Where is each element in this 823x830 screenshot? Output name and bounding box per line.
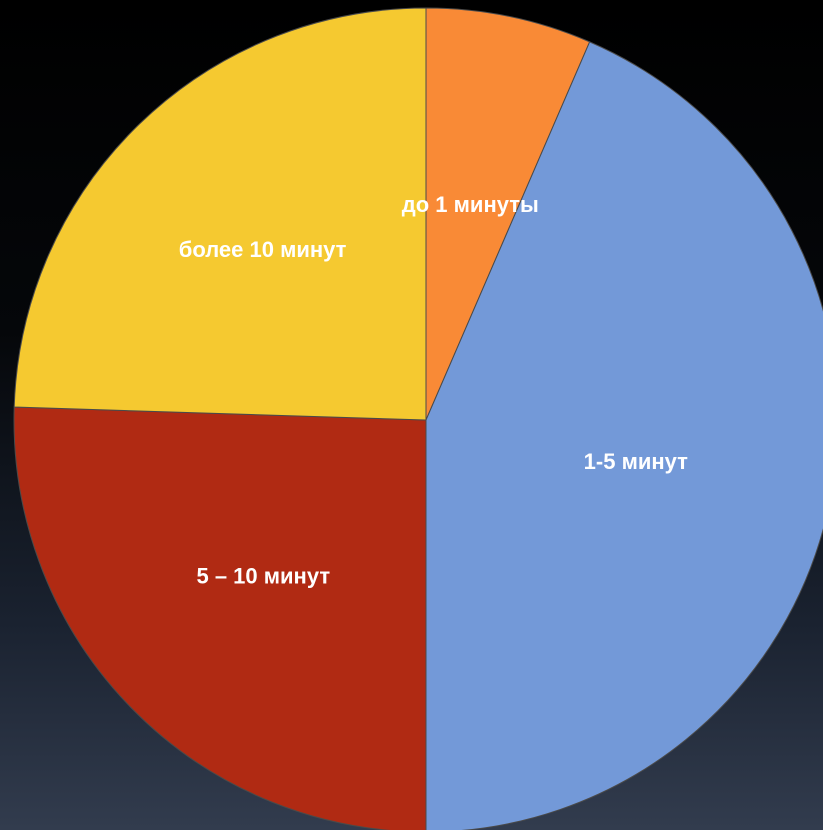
slices-layer [13, 7, 823, 830]
pie-slice-1 [425, 41, 823, 830]
pie-slice-0 [425, 7, 591, 421]
labels-layer: до 1 минуты 1-5 минут 5 – 10 минут более 10… [179, 192, 688, 589]
slice-label-0: до 1 минуты [402, 192, 539, 217]
slice-label-3: более 10 минут [179, 237, 347, 262]
slice-label-1: 1-5 минут [584, 449, 689, 474]
pie-slice-3 [13, 7, 427, 421]
slice-label-2: 5 – 10 минут [196, 564, 330, 589]
pie-slice-2 [13, 406, 427, 830]
